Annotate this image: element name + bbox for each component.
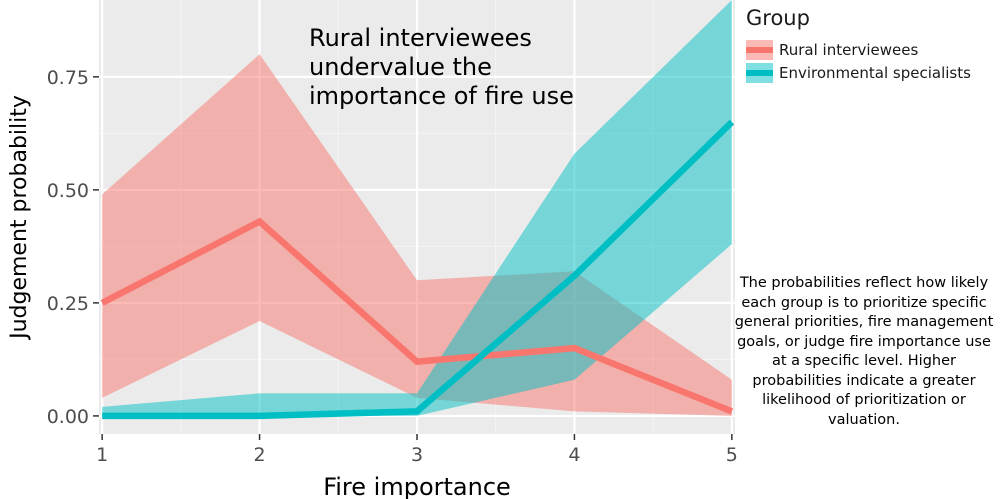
legend-label-rural: Rural interviewees — [779, 40, 919, 59]
x-axis-label: Fire importance — [323, 473, 511, 499]
y-tick-label: 0.00 — [47, 406, 89, 428]
legend-title: Group — [746, 6, 810, 30]
series-line-rural — [100, 217, 734, 415]
band-specialists — [102, 0, 732, 416]
confidence-bands — [102, 0, 732, 416]
legend-label-specialists: Environmental specialists — [779, 63, 971, 82]
y-tick-label: 0.50 — [47, 180, 89, 202]
x-tick-label: 5 — [726, 444, 738, 466]
x-axis-ticks: 1 2 3 4 5 — [96, 434, 738, 466]
y-tick-label: 0.25 — [47, 293, 89, 315]
y-axis-label: Judgement probability — [7, 95, 32, 341]
legend-key-rural — [746, 39, 773, 60]
caption: The probabilities reflect how likely eac… — [734, 275, 994, 428]
chart-annotation: Rural interviewees undervalue the importan… — [309, 24, 574, 110]
legend-item-specialists: Environmental specialists — [746, 61, 1000, 84]
series-line-specialists — [102, 119, 735, 420]
x-tick-label: 4 — [568, 444, 580, 466]
legend-key-specialists — [746, 62, 773, 83]
legend: Group Rural interviewees Environmental s… — [746, 6, 1000, 84]
x-tick-label: 1 — [96, 444, 108, 466]
y-axis-ticks: 0.00 0.25 0.50 0.75 — [47, 67, 99, 428]
x-tick-label: 2 — [254, 444, 266, 466]
series-lines — [100, 119, 735, 420]
x-tick-label: 3 — [411, 444, 423, 466]
legend-item-rural: Rural interviewees — [746, 38, 1000, 61]
y-tick-label: 0.75 — [47, 67, 89, 89]
